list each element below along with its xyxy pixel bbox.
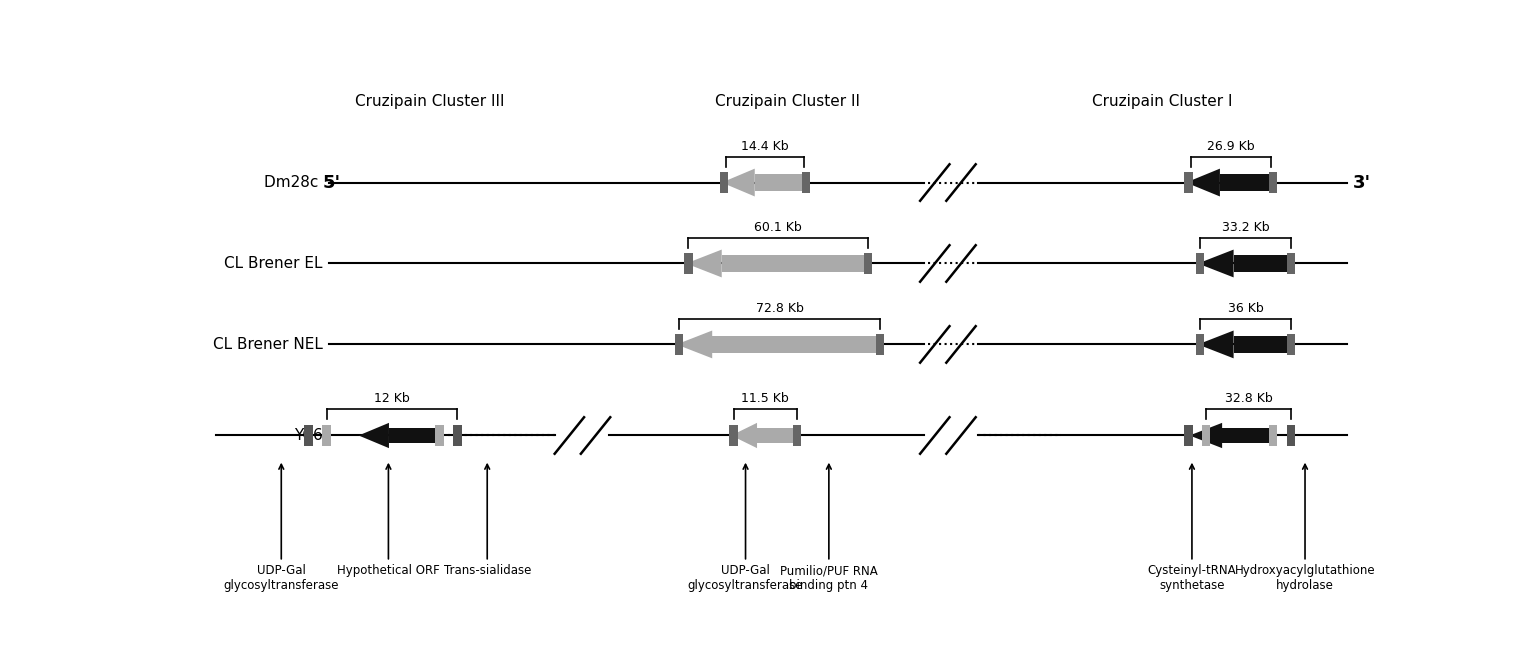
Bar: [1184, 172, 1192, 193]
Bar: [684, 253, 693, 274]
Bar: [304, 425, 313, 446]
Text: 11.5 Kb: 11.5 Kb: [742, 392, 790, 405]
Bar: [1197, 253, 1204, 274]
Text: UDP-Gal
glycosyltransferase: UDP-Gal glycosyltransferase: [688, 464, 803, 593]
Text: Cruzipain Cluster II: Cruzipain Cluster II: [714, 94, 860, 109]
Text: CL Brener NEL: CL Brener NEL: [214, 337, 323, 352]
Polygon shape: [359, 423, 389, 448]
Polygon shape: [676, 330, 713, 358]
Bar: [876, 334, 885, 355]
Text: 60.1 Kb: 60.1 Kb: [754, 221, 802, 234]
Text: Cysteinyl-tRNA
synthetase: Cysteinyl-tRNA synthetase: [1147, 464, 1236, 593]
Bar: [435, 425, 444, 446]
Bar: [713, 336, 882, 353]
Bar: [323, 425, 330, 446]
Text: 3': 3': [1353, 173, 1370, 192]
Bar: [1197, 334, 1204, 355]
Polygon shape: [731, 423, 757, 448]
Text: Cruzipain Cluster III: Cruzipain Cluster III: [355, 94, 505, 109]
Polygon shape: [722, 169, 754, 196]
Text: Pumilio/PUF RNA
binding ptn 4: Pumilio/PUF RNA binding ptn 4: [780, 464, 877, 593]
Text: CL Brener EL: CL Brener EL: [224, 256, 323, 271]
Bar: [1184, 425, 1192, 446]
Bar: [1223, 428, 1275, 443]
Text: Trans-sialidase: Trans-sialidase: [444, 464, 531, 578]
Bar: [722, 255, 871, 272]
Bar: [1287, 334, 1295, 355]
Bar: [389, 428, 438, 443]
Bar: [1220, 174, 1275, 191]
Text: Hypothetical ORF: Hypothetical ORF: [336, 464, 439, 578]
Text: 12 Kb: 12 Kb: [375, 392, 410, 405]
Text: 32.8 Kb: 32.8 Kb: [1224, 392, 1272, 405]
Bar: [1233, 255, 1293, 272]
Text: Cruzipain Cluster I: Cruzipain Cluster I: [1092, 94, 1232, 109]
Bar: [1233, 336, 1293, 353]
Text: 5': 5': [323, 173, 341, 192]
Bar: [802, 172, 811, 193]
Polygon shape: [687, 250, 722, 277]
Bar: [1203, 425, 1210, 446]
Bar: [720, 172, 728, 193]
Bar: [674, 334, 684, 355]
Bar: [1287, 425, 1295, 446]
Bar: [1269, 172, 1276, 193]
Polygon shape: [1198, 330, 1233, 358]
Text: 36 Kb: 36 Kb: [1227, 302, 1264, 315]
Text: 14.4 Kb: 14.4 Kb: [742, 140, 790, 153]
Polygon shape: [1189, 423, 1223, 448]
Bar: [730, 425, 737, 446]
Bar: [793, 425, 800, 446]
Bar: [1269, 425, 1276, 446]
Bar: [453, 425, 462, 446]
Text: 33.2 Kb: 33.2 Kb: [1221, 221, 1269, 234]
Polygon shape: [1186, 169, 1220, 196]
Text: 72.8 Kb: 72.8 Kb: [756, 302, 803, 315]
Text: YC6: YC6: [295, 428, 323, 443]
Bar: [1287, 253, 1295, 274]
Bar: [757, 428, 799, 443]
Text: Dm28c: Dm28c: [264, 175, 323, 190]
Text: UDP-Gal
glycosyltransferase: UDP-Gal glycosyltransferase: [224, 464, 339, 593]
Text: Hydroxyacylglutathione
hydrolase: Hydroxyacylglutathione hydrolase: [1235, 464, 1375, 593]
Bar: [754, 174, 808, 191]
Bar: [863, 253, 872, 274]
Text: 26.9 Kb: 26.9 Kb: [1207, 140, 1255, 153]
Polygon shape: [1198, 250, 1233, 277]
